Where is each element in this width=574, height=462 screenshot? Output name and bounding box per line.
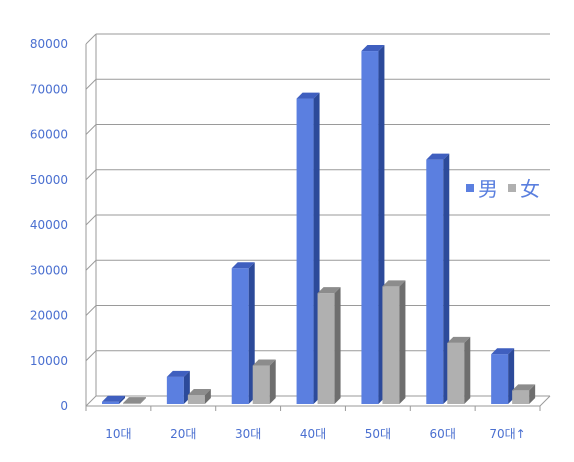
grid-slant [85,350,97,362]
bar-male-6-front [491,354,509,404]
bar-female-4-top [382,280,406,287]
x-tick-label: 10대 [105,427,131,441]
bar-female-2-side [269,359,276,404]
bar-male-0-side [119,395,125,404]
bar-male-0-top [102,395,125,402]
x-tick-label: 20대 [170,427,196,441]
grid-slant [85,169,97,181]
legend-label-male: 男 [478,177,498,201]
floor-edge [539,395,551,407]
bar-female-5-side [464,336,471,404]
bar-female-6-top [512,384,536,391]
bar-male-5-side [443,153,450,404]
bar-male-1-top [166,370,190,377]
bar-female-6 [512,384,536,404]
bar-female-5 [447,336,471,404]
bar-female-1-front [187,394,205,404]
bar-male-3-front [296,98,314,404]
bar-male-5 [426,153,450,404]
y-tick-label: 30000 [30,263,68,277]
bar-female-4 [382,280,406,404]
bar-female-0-side [140,397,146,404]
x-tick-label: 30대 [235,427,261,441]
x-tick-label: 70대↑ [489,427,525,441]
bar-male-3 [296,92,320,404]
x-tick-label: 40대 [300,427,326,441]
bar-female-0 [123,397,146,405]
y-tick-label: 60000 [30,128,68,142]
bar-male-4 [361,45,385,405]
bar-female-5-front [447,342,465,404]
bar-male-0-front [102,401,119,404]
bar-female-2 [252,359,276,404]
grid-slant [85,33,97,45]
bar-male-6-top [491,348,515,355]
bar-male-3-top [296,92,320,99]
legend-label-female: 女 [520,177,540,201]
grid-slant [85,305,97,316]
y-tick-label: 80000 [30,37,68,51]
grid-slant [85,214,97,226]
bar-male-4-front [361,51,379,405]
bar-female-3-front [317,293,335,404]
bar-male-4-top [361,45,385,52]
grid-slant [85,78,97,90]
bar-male-5-front [426,159,444,404]
bar-female-1-top [187,388,211,395]
bar-female-3-top [317,287,341,294]
bar-female-6-front [512,390,530,404]
bar-female-0-top [123,397,146,404]
bar-male-1 [166,370,190,404]
bar-female-4-side [399,280,406,404]
grid-slant [85,259,97,271]
bar-female-6-side [529,384,536,404]
bar-male-2-front [231,268,249,404]
bar-female-1-side [204,388,211,404]
y-tick-label: 0 [60,399,68,413]
y-tick-label: 20000 [30,309,68,323]
grid-slant [85,124,97,135]
bar-female-1 [187,388,211,404]
bar-male-6 [491,348,515,404]
grid-slant [85,395,97,407]
bar-male-1-front [166,376,184,404]
bar-male-2 [231,262,255,404]
bar-female-2-top [252,359,276,366]
bar-female-3-side [334,287,341,404]
y-tick-label: 50000 [30,173,68,187]
x-tick-label: 60대 [430,427,456,441]
bar-male-5-top [426,153,450,160]
bar-male-2-top [231,262,255,269]
bar-female-2-front [252,365,270,404]
legend-swatch-female [508,184,516,192]
bar-female-0-front [123,403,140,405]
x-tick-label: 50대 [365,427,391,441]
bar-female-4-front [382,286,400,404]
legend-swatch-male [466,184,474,192]
y-tick-label: 70000 [30,82,68,96]
bar-male-0 [102,395,125,404]
bar-female-5-top [447,336,471,343]
legend: 男 女 [466,177,540,201]
y-axis: 0 10000 20000 30000 40000 50000 60000 70000 8000… [30,37,68,413]
y-tick-label: 10000 [30,354,68,368]
bars [102,45,536,405]
y-tick-label: 40000 [30,218,68,232]
bar-female-3 [317,287,341,404]
x-axis: 10대 20대 30대 40대 50대 60대 70대↑ [85,406,541,441]
